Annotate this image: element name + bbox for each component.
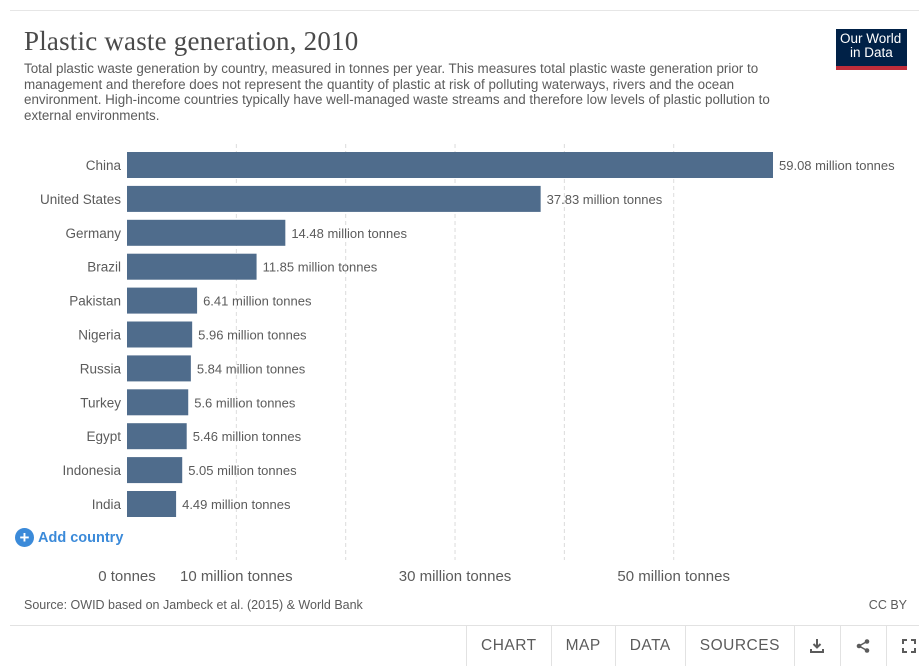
x-tick-label: 30 million tonnes [399,568,512,585]
tab-map[interactable]: MAP [552,626,616,666]
chart-subtitle: Total plastic waste generation by countr… [24,61,770,123]
share-icon [857,639,870,653]
bar [127,355,191,382]
category-label: Egypt [86,429,121,444]
bar [127,321,193,348]
x-tick-label: 50 million tonnes [617,568,730,585]
add-country-button[interactable]: + Add country [15,528,123,547]
value-label: 5.6 million tonnes [194,395,296,410]
bar [127,423,187,450]
bar [127,152,773,178]
logo-line-2: in Data [850,45,893,60]
bar [127,287,198,314]
category-label: Brazil [87,260,121,275]
source-note: Source: OWID based on Jambeck et al. (20… [24,598,363,612]
download-button[interactable] [795,626,841,666]
x-tick-label: 10 million tonnes [180,568,293,585]
tab-sources[interactable]: SOURCES [686,626,795,666]
value-label: 5.96 million tonnes [198,328,307,343]
plus-circle-icon: + [15,528,34,547]
fullscreen-button[interactable] [887,626,919,666]
bar [127,457,183,484]
category-label: Indonesia [62,463,121,478]
bar-chart: China 59.08 million tonnes United States 37… [40,144,895,585]
tab-data[interactable]: DATA [616,626,686,666]
value-label: 6.41 million tonnes [203,294,312,309]
add-country-label: Add country [38,529,124,546]
bottom-divider [10,625,919,626]
value-label: 14.48 million tonnes [291,226,407,241]
category-label: Russia [80,361,122,376]
license-link[interactable]: CC BY [868,598,907,612]
chart-title: Plastic waste generation, 2010 [24,26,359,56]
bar [127,185,541,212]
bar [127,219,286,246]
value-label: 5.84 million tonnes [197,361,306,376]
logo-line-1: Our World [840,31,902,46]
owid-logo[interactable]: Our World in Data [836,29,907,70]
value-label: 37.83 million tonnes [547,192,663,207]
value-label: 5.05 million tonnes [188,463,297,478]
value-label: 11.85 million tonnes [263,260,378,275]
tab-bar: CHART MAP DATA SOURCES [466,626,919,666]
bar [127,389,189,416]
fullscreen-icon [901,639,916,653]
x-tick-label: 0 tonnes [98,568,156,585]
category-label: United States [40,192,121,207]
download-icon [810,639,825,653]
category-label: Nigeria [78,328,121,343]
value-label: 4.49 million tonnes [182,497,291,512]
tab-chart[interactable]: CHART [467,626,552,666]
value-label: 5.46 million tonnes [193,429,302,444]
bar [127,253,257,280]
category-label: India [92,497,122,512]
value-label: 59.08 million tonnes [779,158,895,173]
share-button[interactable] [841,626,887,666]
category-label: Germany [65,226,121,241]
category-label: Pakistan [69,294,121,309]
top-divider [10,10,919,11]
category-label: China [86,158,122,173]
category-label: Turkey [80,395,121,410]
bar [127,491,177,517]
